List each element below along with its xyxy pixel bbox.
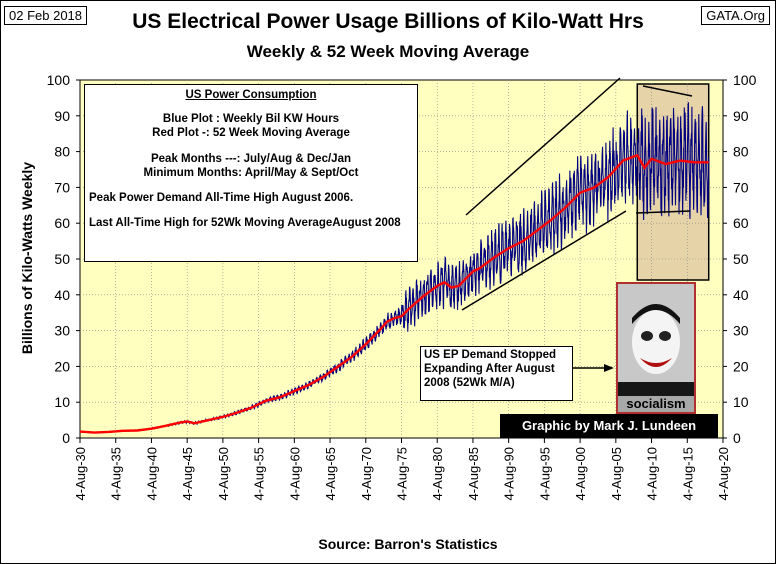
trend-lines <box>461 77 693 372</box>
y-tick-label-left: 30 <box>54 323 70 339</box>
date-tag: 02 Feb 2018 <box>4 6 88 25</box>
x-tick-label: 4-Aug-55 <box>252 447 267 500</box>
x-tick-label: 4-Aug-10 <box>645 447 660 500</box>
callout-line-3: 2008 (52Wk M/A) <box>424 377 515 389</box>
legend-line-peak-high: Peak Power Demand All-Time High August 2… <box>89 192 354 204</box>
y-tick-label-left: 80 <box>54 144 70 160</box>
y-tick-label-left: 100 <box>47 72 71 88</box>
callout-box: US EP Demand Stopped Expanding After Aug… <box>420 346 573 401</box>
joker-photo: socialism <box>616 282 696 414</box>
legend-line-red: Red Plot -: 52 Week Moving Average <box>152 127 350 139</box>
legend-line-blue: Blue Plot : Weekly Bil KW Hours <box>162 113 340 125</box>
y-tick-label-left: 20 <box>54 358 70 374</box>
y-tick-label-right: 20 <box>733 358 749 374</box>
x-tick-label: 4-Aug-35 <box>109 447 124 500</box>
axes: 0 0 10 10 20 20 30 30 40 40 50 50 60 60 70 70 80 80 90 90 10… <box>47 72 757 500</box>
x-tick-label: 4-Aug-00 <box>573 447 588 500</box>
y-tick-label-left: 70 <box>54 179 70 195</box>
legend-line-peak: Peak Months ---: July/Aug & Dec/Jan <box>150 153 351 165</box>
y-tick-label-right: 10 <box>733 394 749 410</box>
x-axis-label: Source: Barron's Statistics <box>318 536 497 552</box>
face-illustration <box>618 284 694 396</box>
y-tick-label-right: 40 <box>733 287 749 303</box>
x-tick-label: 4-Aug-90 <box>502 447 517 500</box>
y-tick-label-right: 90 <box>733 108 749 124</box>
chart-title: US Electrical Power Usage Billions of Ki… <box>132 10 644 33</box>
moving-average-line <box>79 153 709 434</box>
x-tick-label: 4-Aug-50 <box>216 447 231 500</box>
x-tick-label: 4-Aug-75 <box>395 447 410 500</box>
legend-line-ma-high: Last All-Time High for 52Wk Moving Avera… <box>89 217 401 229</box>
y-tick-label-left: 10 <box>54 394 70 410</box>
y-tick-label-left: 40 <box>54 287 70 303</box>
y-tick-label-right: 70 <box>733 179 749 195</box>
x-tick-label: 4-Aug-95 <box>537 447 552 500</box>
x-tick-label: 4-Aug-70 <box>359 447 374 500</box>
y-tick-label-right: 50 <box>733 251 749 267</box>
y-axis-label: Billions of Kilo-Watts Weekly <box>19 162 35 354</box>
series-layer <box>79 102 710 434</box>
x-tick-label: 4-Aug-15 <box>680 447 695 500</box>
photo-caption: socialism <box>618 396 694 412</box>
chart-subtitle: Weekly & 52 Week Moving Average <box>246 42 530 61</box>
callout-line-1: US EP Demand Stopped <box>424 349 557 361</box>
y-tick-label-right: 30 <box>733 323 749 339</box>
legend-box: US Power Consumption Blue Plot : Weekly … <box>84 84 418 262</box>
y-tick-label-left: 50 <box>54 251 70 267</box>
y-tick-label-right: 0 <box>733 430 741 446</box>
x-tick-label: 4-Aug-40 <box>144 447 159 500</box>
site-tag: GATA.Org <box>701 6 770 25</box>
x-tick-label: 4-Aug-85 <box>466 447 481 500</box>
y-tick-label-left: 60 <box>54 215 70 231</box>
legend-line-min: Minimum Months: April/May & Sept/Oct <box>143 167 359 179</box>
credit-banner: Graphic by Mark J. Lundeen <box>500 414 718 438</box>
y-tick-label-left: 0 <box>62 430 70 446</box>
x-tick-label: 4-Aug-20 <box>716 447 731 500</box>
legend-heading: US Power Consumption <box>185 89 317 101</box>
x-tick-label: 4-Aug-80 <box>430 447 445 500</box>
y-tick-label-right: 100 <box>733 72 757 88</box>
x-tick-label: 4-Aug-30 <box>73 447 88 500</box>
x-tick-label: 4-Aug-05 <box>609 447 624 500</box>
callout-line-2: Expanding After August <box>424 363 555 375</box>
x-tick-label: 4-Aug-45 <box>180 447 195 500</box>
x-tick-label: 4-Aug-65 <box>323 447 338 500</box>
y-tick-label-right: 60 <box>733 215 749 231</box>
y-tick-label-right: 80 <box>733 144 749 160</box>
x-tick-label: 4-Aug-60 <box>287 447 302 500</box>
y-tick-label-left: 90 <box>54 108 70 124</box>
